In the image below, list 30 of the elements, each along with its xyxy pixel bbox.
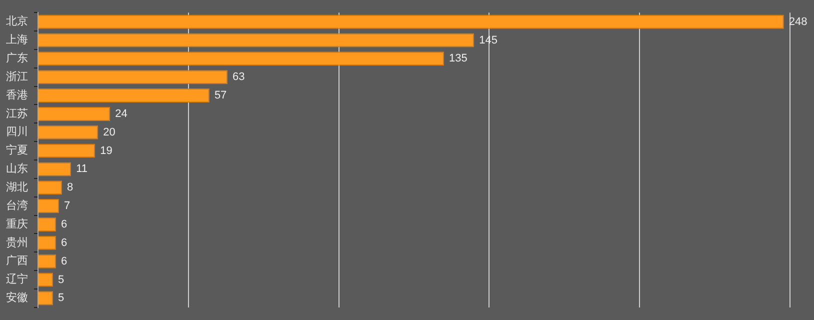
data-label: 19 [100,144,112,157]
data-label: 6 [61,255,68,268]
y-tick-label: 湖北 [6,180,28,194]
data-label: 24 [115,108,128,120]
data-label: 5 [58,274,64,286]
y-tick-label: 北京 [6,14,28,28]
y-tick-label: 香港 [6,88,28,102]
y-tick-label: 上海 [6,33,28,46]
y-tick-label: 安徽 [6,291,28,304]
y-tick-label: 宁夏 [6,144,28,157]
data-label: 5 [58,292,64,304]
data-label: 11 [76,163,88,176]
y-tick-label: 四川 [6,125,28,138]
y-tick-label: 广东 [6,52,28,65]
data-label: 20 [103,126,116,138]
data-label: 57 [214,90,227,102]
data-label: 6 [61,218,68,231]
data-label: 135 [449,52,468,65]
data-label: 6 [61,236,68,249]
y-tick-label: 浙江 [6,70,28,83]
y-tick-label: 山东 [6,162,28,176]
y-tick-label: 辽宁 [6,272,28,286]
y-tick-label: 江苏 [6,106,28,120]
data-label: 7 [64,200,70,212]
data-label: 63 [232,71,245,84]
y-tick-label: 广西 [6,254,28,268]
y-tick-label: 台湾 [6,198,28,212]
y-tick-label: 重庆 [6,217,28,230]
y-tick-label: 贵州 [6,236,28,249]
data-label: 8 [67,182,74,194]
